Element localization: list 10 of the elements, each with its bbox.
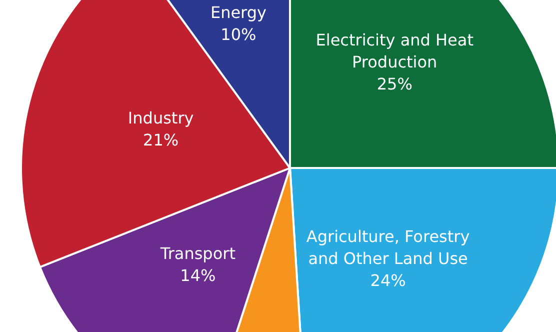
slice-label: Agriculture, Forestry and Other Land Use (306, 227, 470, 268)
data-label: 24% (370, 271, 406, 290)
data-label: 25% (376, 74, 412, 94)
data-label: 10% (220, 25, 256, 44)
data-label: 21% (143, 130, 179, 150)
slice-label: Industry (128, 108, 194, 128)
slice-label: Energy (210, 3, 266, 22)
slice-label: Transport (159, 244, 236, 264)
slice-label: Electricity and Heat Production (316, 30, 474, 72)
data-label: 14% (180, 266, 216, 286)
